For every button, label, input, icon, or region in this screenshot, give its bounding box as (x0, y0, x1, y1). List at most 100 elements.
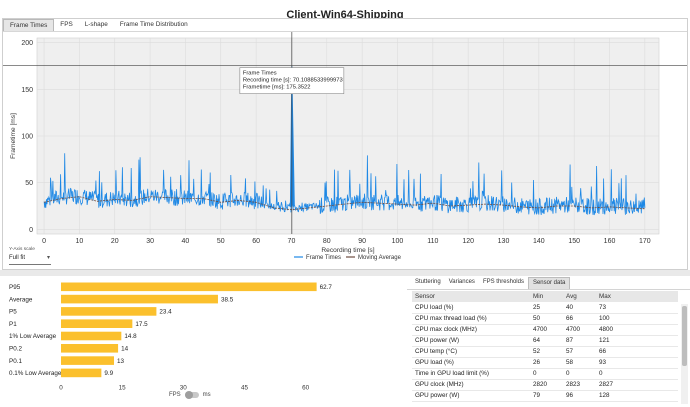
y-tick-label: 200 (21, 40, 33, 47)
bar (61, 282, 317, 292)
bar-value-label: 9.9 (104, 370, 113, 377)
cell-min: 64 (530, 335, 563, 347)
x-tick-label: 150 (568, 238, 580, 245)
sensor-scrollbar[interactable] (681, 304, 688, 404)
bar-value-label: 23.4 (159, 309, 172, 316)
table-row[interactable]: GPU power (W) 79 96 128 (412, 390, 678, 402)
chevron-down-icon: ▾ (46, 255, 50, 261)
tab-frame-time-distribution[interactable]: Frame Time Distribution (119, 21, 188, 28)
x-tick-label: 120 (462, 238, 474, 245)
x-axis-label: Recording time [s] (321, 247, 374, 254)
sensor-tab-divider (407, 289, 690, 290)
bar-category-label: Average (9, 296, 33, 303)
sensor-table-body: CPU load (%) 25 40 73 CPU max thread load (%… (412, 302, 678, 402)
bar (61, 344, 119, 353)
tab-frame-times[interactable]: Frame Times (3, 19, 55, 31)
cell-max: 100 (596, 313, 678, 325)
cell-max: 93 (596, 357, 678, 369)
tab-divider (3, 31, 687, 32)
bar-value-label: 13 (117, 358, 125, 365)
tab-l-shape[interactable]: L-shape (84, 21, 108, 28)
toggle-switch[interactable] (184, 391, 199, 399)
x-tick-label: 20 (111, 238, 119, 245)
table-row[interactable]: CPU power (W) 64 87 121 (412, 335, 678, 347)
table-row[interactable]: CPU temp (°C) 52 57 66 (412, 346, 678, 358)
table-row[interactable]: CPU max thread load (%) 50 66 100 (412, 313, 678, 325)
y-axis-scale-label: Y-Axis scale (9, 247, 35, 252)
cell-max: 66 (596, 346, 678, 358)
cell-min: 79 (530, 390, 563, 402)
cell-sensor: CPU load (%) (412, 302, 530, 314)
y-axis-scale-select[interactable]: Full fit ▾ (9, 254, 51, 265)
bar-x-tick-label: 30 (180, 384, 188, 391)
toggle-label-ms: ms (202, 392, 211, 398)
cell-avg: 0 (563, 368, 596, 380)
x-tick-label: 130 (498, 238, 510, 245)
tab-stuttering[interactable]: Stuttering (415, 279, 441, 285)
col-header-avg[interactable]: Avg (563, 291, 596, 302)
cell-max: 0 (596, 368, 678, 380)
x-tick-label: 10 (76, 238, 84, 245)
cell-min: 4700 (530, 324, 563, 336)
tab-variances[interactable]: Variances (448, 279, 475, 285)
table-row[interactable]: CPU load (%) 25 40 73 (412, 302, 678, 314)
sensor-tabs: Stuttering Variances FPS thresholds Sens… (411, 277, 571, 289)
bar-category-label: 0.1% Low Average (9, 370, 62, 377)
tab-fps-thresholds[interactable]: FPS thresholds (482, 279, 524, 285)
cell-avg: 66 (563, 313, 596, 325)
cell-sensor: CPU max clock (MHz) (412, 324, 530, 336)
table-row[interactable]: GPU load (%) 26 58 93 (412, 357, 678, 369)
moving-average-series-line (44, 196, 645, 211)
y-tick-label: 0 (29, 227, 33, 234)
col-header-min[interactable]: Min (530, 291, 563, 302)
bar (61, 294, 218, 304)
x-tick-label: 70 (288, 238, 296, 245)
col-header-max[interactable]: Max (596, 291, 678, 302)
bar-category-label: P1 (9, 321, 17, 328)
bar (61, 331, 122, 341)
x-tick-label: 170 (639, 238, 651, 245)
bar-x-tick-label: 15 (119, 384, 127, 391)
bar (61, 356, 114, 365)
cell-min: 0 (530, 368, 563, 380)
col-header-sensor[interactable]: Sensor (412, 291, 530, 302)
cell-avg: 96 (563, 390, 596, 402)
statistics-panel: P95 62.7 Average 38.5 P5 23.4 P1 17.5 1% Low Ave… (2, 277, 400, 407)
panel-divider[interactable] (0, 270, 690, 276)
table-row[interactable]: CPU max clock (MHz) 4700 4700 4800 (412, 324, 678, 336)
cell-sensor: CPU max thread load (%) (412, 313, 530, 325)
sensor-table: Sensor Min Avg Max CPU load (%) 25 40 73 CPU… (412, 291, 678, 402)
tab-fps[interactable]: FPS (60, 21, 73, 28)
cell-max: 4800 (596, 324, 678, 336)
x-tick-label: 110 (427, 238, 438, 245)
bar-category-label: P95 (9, 284, 21, 291)
toggle-label-fps: FPS (169, 392, 181, 398)
sensor-scrollbar-thumb[interactable] (682, 306, 687, 366)
bar-category-label: P0.1 (9, 358, 22, 365)
bar (61, 319, 133, 328)
cell-sensor: Time in GPU load limit (%) (412, 368, 530, 380)
fps-ms-toggle[interactable]: FPS ms (169, 391, 211, 399)
cell-avg: 40 (563, 302, 596, 314)
tooltip-title: Frame Times (243, 71, 277, 77)
bar-value-label: 14 (121, 346, 129, 353)
bar (61, 368, 102, 378)
tab-sensor-data[interactable]: Sensor data (527, 277, 571, 289)
x-tick-label: 30 (146, 238, 154, 245)
statistics-bar-chart: P95 62.7 Average 38.5 P5 23.4 P1 17.5 1% Low Ave… (9, 282, 333, 391)
y-axis-scale-control: Y-Axis scale Full fit ▾ (9, 247, 69, 265)
bar-x-tick-label: 0 (59, 384, 63, 391)
table-row[interactable]: Time in GPU load limit (%) 0 0 0 (412, 368, 678, 380)
y-tick-label: 150 (21, 87, 33, 94)
tooltip-frametime: Frametime [ms]: 175.3522 (243, 85, 311, 91)
cell-min: 2820 (530, 379, 563, 391)
x-tick-label: 140 (533, 238, 545, 245)
frametime-chart[interactable]: 0 50 100 150 200 0 10 20 30 40 50 60 70 80 90 100 110 120… (3, 32, 687, 270)
x-tick-label: 0 (42, 238, 46, 245)
cell-sensor: GPU load (%) (412, 357, 530, 369)
bar-value-label: 17.5 (135, 321, 148, 328)
bar-value-label: 62.7 (320, 284, 333, 291)
table-row[interactable]: GPU clock (MHz) 2820 2823 2827 (412, 379, 678, 391)
cell-sensor: CPU temp (°C) (412, 346, 530, 358)
cell-avg: 2823 (563, 379, 596, 391)
